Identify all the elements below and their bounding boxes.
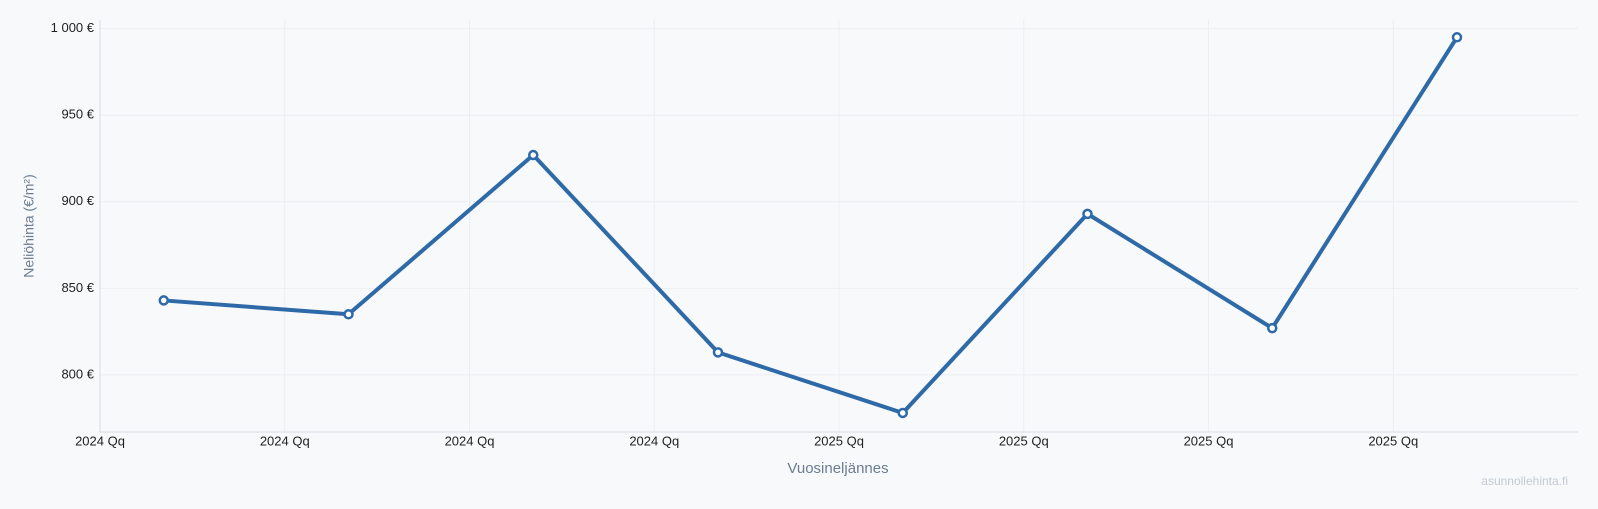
y-tick-label: 850 € — [61, 280, 94, 295]
point — [343, 309, 354, 320]
point — [527, 149, 539, 161]
y-tick-label: 1 000 € — [51, 20, 95, 35]
watermark: asunnollehinta.fi — [1481, 474, 1568, 488]
x-tick-label: 2025 Qq — [814, 433, 864, 448]
y-axis-label: Neliöhinta (€/m²) — [21, 174, 37, 277]
point — [1451, 32, 1463, 43]
x-tick-label: 2025 Qq — [1184, 433, 1234, 448]
point — [1082, 208, 1093, 220]
point — [897, 407, 908, 419]
x-tick-label: 2025 Qq — [1368, 433, 1418, 448]
x-tick-label: 2024 Qq — [629, 433, 679, 448]
x-tick-label: 2024 Qq — [260, 433, 310, 448]
point — [1266, 322, 1278, 334]
point — [158, 295, 169, 306]
x-tick-label: 2025 Qq — [999, 433, 1049, 448]
y-tick-label: 950 € — [61, 107, 94, 122]
y-tick-label: 900 € — [61, 193, 94, 208]
x-tick-label: 2024 Qq — [75, 433, 125, 448]
point — [712, 347, 724, 358]
x-tick-label: 2024 Qq — [445, 433, 495, 448]
y-tick-label: 800 € — [61, 366, 94, 381]
line — [163, 36, 1459, 415]
x-axis-label: Vuosineljännes — [787, 460, 888, 477]
